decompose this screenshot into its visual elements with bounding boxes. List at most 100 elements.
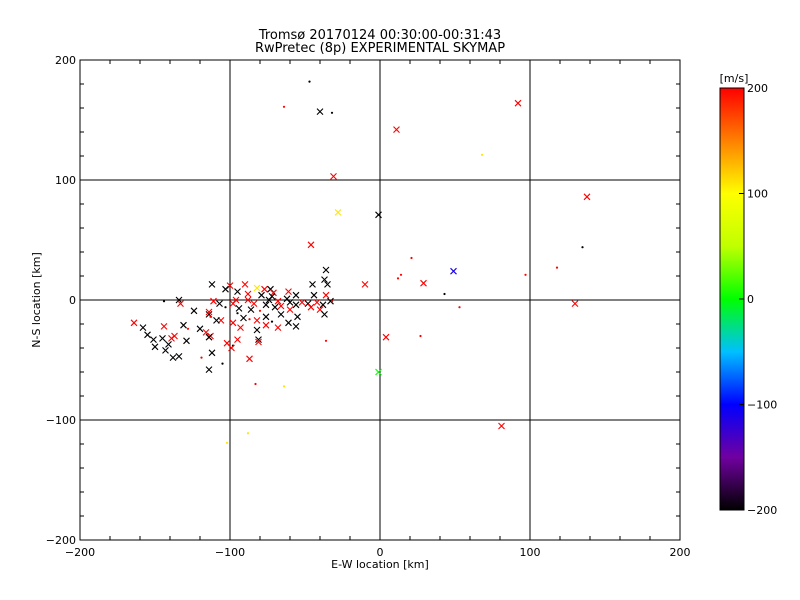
point-cross [213, 317, 220, 324]
scatter-points [130, 80, 591, 444]
point-cross [190, 307, 198, 315]
point-cross [244, 296, 252, 304]
point-cross [144, 331, 151, 339]
point-cross [235, 305, 243, 312]
point-cross [253, 284, 261, 292]
point-cross [255, 336, 262, 343]
point-cross [228, 344, 235, 352]
point-cross [321, 276, 328, 283]
point-cross [258, 291, 265, 299]
point-cross [420, 279, 427, 287]
point-dot [162, 300, 166, 303]
x-axis-label: E-W location [km] [331, 558, 429, 571]
point-cross [130, 319, 138, 327]
colorbar-tick-label: −200 [747, 504, 777, 517]
colorbar-tick-label: 0 [747, 293, 754, 306]
point-cross [210, 297, 217, 305]
point-dot [458, 306, 461, 309]
point-cross [150, 336, 157, 343]
point-cross [139, 324, 147, 331]
y-axis-label: N-S location [km] [30, 252, 43, 348]
point-cross [261, 285, 268, 293]
point-dot [443, 292, 446, 296]
point-cross [237, 324, 244, 331]
point-cross [234, 288, 241, 295]
point-cross [262, 313, 270, 321]
colorbar-tick-label: 100 [747, 188, 768, 201]
point-cross [285, 319, 292, 327]
point-cross [285, 288, 292, 295]
point-cross [159, 335, 166, 342]
point-cross [334, 209, 342, 216]
point-cross [310, 291, 318, 299]
point-cross [202, 329, 210, 336]
point-dot [200, 356, 203, 359]
point-cross [292, 323, 300, 330]
point-cross [241, 281, 249, 288]
point-cross [319, 301, 327, 309]
point-cross [162, 347, 169, 354]
point-dot [308, 80, 311, 83]
x-tick-label: 100 [520, 546, 541, 559]
point-cross [322, 266, 330, 274]
point-dot [258, 309, 262, 312]
point-dot [225, 441, 229, 444]
point-cross [222, 285, 229, 293]
point-cross [286, 299, 294, 306]
colorbar-tick-labels: 200 100 0 −100 −200 [747, 82, 777, 517]
y-tick-label: 0 [69, 294, 76, 307]
grid-lines [80, 60, 680, 540]
point-dot [410, 256, 413, 260]
point-cross [177, 300, 184, 307]
point-cross [165, 341, 172, 348]
point-cross [168, 335, 175, 342]
point-cross [229, 319, 237, 327]
point-cross [226, 282, 234, 289]
point-cross [498, 422, 505, 430]
x-tick-label: −100 [215, 546, 245, 559]
x-tick-label: −200 [65, 546, 95, 559]
point-dot [419, 334, 422, 338]
point-cross [244, 290, 252, 298]
point-dot [270, 320, 274, 323]
point-cross [274, 297, 282, 305]
axis-ticks [79, 59, 681, 541]
point-dot [399, 273, 403, 276]
point-dot [480, 153, 484, 156]
point-cross [216, 300, 223, 307]
y-tick-labels: −200 −100 0 100 200 [46, 54, 76, 547]
point-cross [255, 338, 262, 346]
point-cross [327, 297, 334, 305]
point-cross [375, 211, 382, 219]
point-cross [240, 314, 247, 322]
point-cross [250, 300, 258, 307]
y-tick-label: 200 [55, 54, 76, 67]
point-cross [309, 281, 316, 288]
point-cross [274, 324, 282, 331]
point-cross [375, 368, 382, 376]
x-tick-label: 0 [377, 546, 384, 559]
point-cross [175, 353, 183, 360]
y-tick-label: 100 [55, 174, 76, 187]
point-cross [246, 355, 253, 363]
point-cross [571, 300, 579, 307]
colorbar-ticks [739, 87, 744, 511]
point-cross [271, 303, 279, 311]
y-tick-label: −100 [46, 414, 76, 427]
point-dot [246, 432, 250, 435]
point-cross [292, 301, 300, 309]
point-cross [234, 336, 241, 343]
chart-title: Tromsø 20170124 00:30:00-00:31:43 [258, 28, 501, 43]
point-dot [330, 111, 334, 114]
point-cross [324, 281, 331, 288]
point-cross [208, 281, 216, 288]
point-cross [180, 321, 187, 329]
point-dot [581, 246, 584, 249]
point-cross [175, 296, 183, 304]
point-cross [307, 303, 315, 311]
point-cross [393, 126, 400, 133]
point-dot [282, 105, 286, 108]
y-tick-label: −200 [46, 534, 76, 547]
point-dot [186, 327, 190, 330]
